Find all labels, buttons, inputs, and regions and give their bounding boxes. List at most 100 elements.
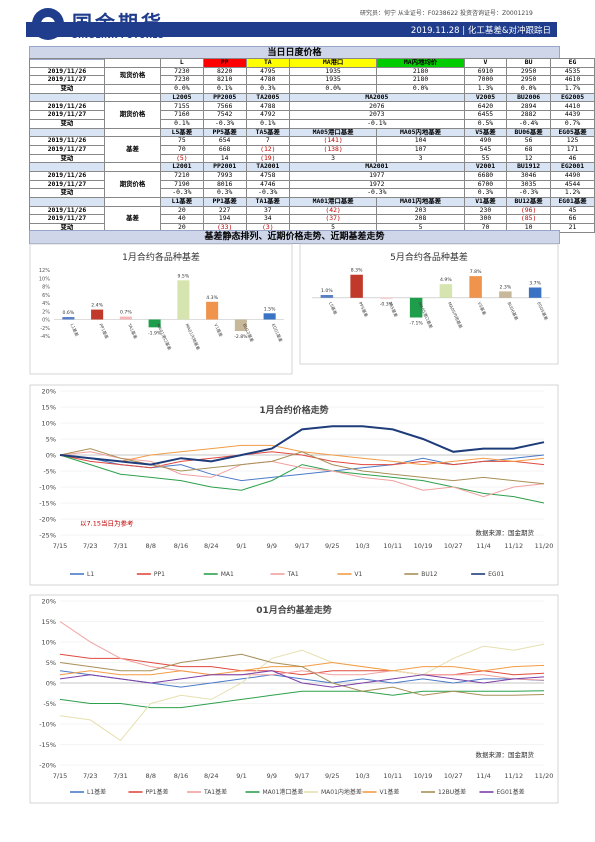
basis-cell: 194: [202, 214, 247, 225]
basis-jan-row: 2019/11/26 基差 20 227 37 (42) 203 230 (96) 45: [29, 205, 595, 233]
series-line: [59, 653, 545, 676]
change-cell: -0.1%: [288, 118, 465, 129]
change-cell: 21: [550, 223, 595, 233]
bar: [234, 319, 247, 332]
x-tick-label: 8/24: [204, 772, 219, 780]
legend-label: MA1: [221, 571, 234, 578]
data-label: 8.3%: [351, 268, 363, 274]
legend-label: MA01港口基差: [263, 788, 304, 796]
x-tick-label: 8/16: [174, 542, 189, 550]
basis-cell: 37: [245, 205, 290, 216]
data-label: -0.3%: [380, 302, 394, 308]
basis-cell: 654: [202, 136, 247, 146]
report-title: 2019.11.28 | 化工基差&对冲跟踪日: [410, 26, 551, 36]
legend-label: PP1: [154, 571, 165, 578]
y-tick-label: -15%: [39, 741, 56, 749]
y-tick-label: -20%: [39, 762, 56, 770]
legend-label: TA1: [287, 571, 299, 578]
price-cell: 4758: [245, 170, 290, 181]
basis-header: BU06基差: [506, 127, 552, 138]
basis-cell: 68: [506, 144, 552, 155]
price-cell: 6420: [463, 101, 508, 112]
bar: [62, 317, 75, 320]
change-cell: -0.3%: [506, 188, 552, 198]
x-tick-label: 8/8: [146, 542, 156, 550]
x-tick-label: 9/25: [325, 772, 340, 780]
y-tick-label: -15%: [39, 500, 56, 508]
change-cell: 0.3%: [245, 84, 290, 94]
legend-label: V1基差: [380, 788, 400, 796]
basis-cell: (85): [506, 214, 552, 225]
x-tick-label: 10/11: [383, 772, 402, 780]
y-tick-label: -5%: [43, 700, 56, 708]
empty-cell: [103, 92, 162, 103]
contract-header: L2001: [160, 162, 204, 172]
y-tick-label: -5%: [43, 468, 56, 476]
data-label: -1.9%: [148, 330, 162, 336]
x-tick-label: 10/19: [414, 542, 433, 550]
empty-cell: [29, 197, 105, 207]
contract-header: V2005: [463, 92, 508, 103]
basis-cell: 40: [160, 214, 204, 225]
change-cell: 0.1%: [202, 84, 247, 94]
contract-header: BU1912: [506, 162, 552, 172]
x-tick-label: 7/15: [53, 542, 68, 550]
series-line: [59, 451, 545, 469]
category-label: V1基差: [213, 322, 224, 337]
futures-jan-header-row: L2001 PP2001 TA2001 MA2001 V2001 BU1912 EG2001: [29, 162, 595, 172]
price-cell: 4544: [550, 179, 595, 190]
source-note: 数据来源：国金期货: [476, 528, 535, 537]
spot-change-row: 变动 0.0% 0.1% 0.3% 0.0% 0.0% 1.3% 0.0% 1.7%: [29, 84, 595, 94]
basis-header: MA05内地基差: [376, 127, 465, 138]
price-cell: 2076: [288, 101, 465, 112]
category-label: 现货价格: [103, 66, 162, 86]
x-tick-label: 8/24: [204, 542, 219, 550]
price-cell: 4795: [245, 66, 290, 77]
basis-cell: (12): [245, 144, 290, 155]
basis-cell: (96): [506, 205, 552, 216]
basis-header: TA5基差: [245, 127, 290, 138]
x-tick-label: 11/12: [504, 772, 523, 780]
y-tick-label: 15%: [42, 618, 56, 626]
bar: [469, 276, 482, 298]
spot-price-row: 2019/11/26 现货价格 7230 8220 4795 1935 2180 6910 29…: [29, 66, 595, 86]
basis-cell: (42): [288, 205, 378, 216]
basis-cell: 545: [463, 144, 508, 155]
section-title-basis: 基差静态排列、近期价格走势、近期基差走势: [29, 230, 560, 244]
price-cell: 1935: [288, 66, 378, 77]
bar: [263, 313, 276, 320]
source-note: 数据来源：国金期货: [476, 750, 535, 759]
x-tick-label: 11/20: [535, 542, 554, 550]
x-tick-label: 8/8: [146, 772, 156, 780]
legend-label: EG01基差: [497, 788, 525, 796]
table-header-row: L PP TA MA港口 MA内地均价 V BU EG: [29, 58, 595, 68]
price-cell: 6455: [463, 110, 508, 120]
basis-header: EG01基差: [550, 197, 595, 207]
contract-header: PP2005: [202, 92, 247, 103]
price-cell: 4535: [550, 66, 595, 77]
chart-title: 01月合约基差走势: [256, 604, 332, 616]
price-cell: 2950: [506, 75, 552, 86]
daily-price-table: L PP TA MA港口 MA内地均价 V BU EG 2019/11/26 现货价格 7230 82…: [29, 58, 595, 233]
y-tick-label: -10%: [39, 721, 56, 729]
contract-header: EG2005: [550, 92, 595, 103]
row-date: 2019/11/27: [29, 214, 105, 225]
bar: [206, 301, 219, 320]
product-header: PP: [202, 58, 247, 68]
bar: [119, 316, 132, 320]
basis-jan-change-row: 变动 20 (33) (3) 5 5 70 10 21: [29, 223, 595, 233]
row-date: 2019/11/26: [29, 205, 105, 216]
line-chart-jan-basis: -20% -15% -10% -5% 0% 5% 10% 15% 20% 7/15 7/23 7/31…: [29, 594, 559, 804]
x-tick-label: 7/31: [113, 542, 128, 550]
bar: [148, 319, 161, 328]
y-tick-label: -20%: [39, 516, 56, 524]
change-cell: 0.3%: [463, 188, 508, 198]
data-label: 0.7%: [120, 310, 132, 316]
basis-cell: 490: [463, 136, 508, 146]
y-tick-label: 6%: [42, 293, 50, 299]
analyst-line: 研究员：何宁 从业证号：F0238622 投资咨询证号：Z0001219: [360, 10, 533, 17]
category-label: 期货价格: [103, 101, 162, 129]
change-cell: 12: [506, 153, 552, 164]
series-line: [59, 451, 545, 498]
product-header: TA: [245, 58, 290, 68]
